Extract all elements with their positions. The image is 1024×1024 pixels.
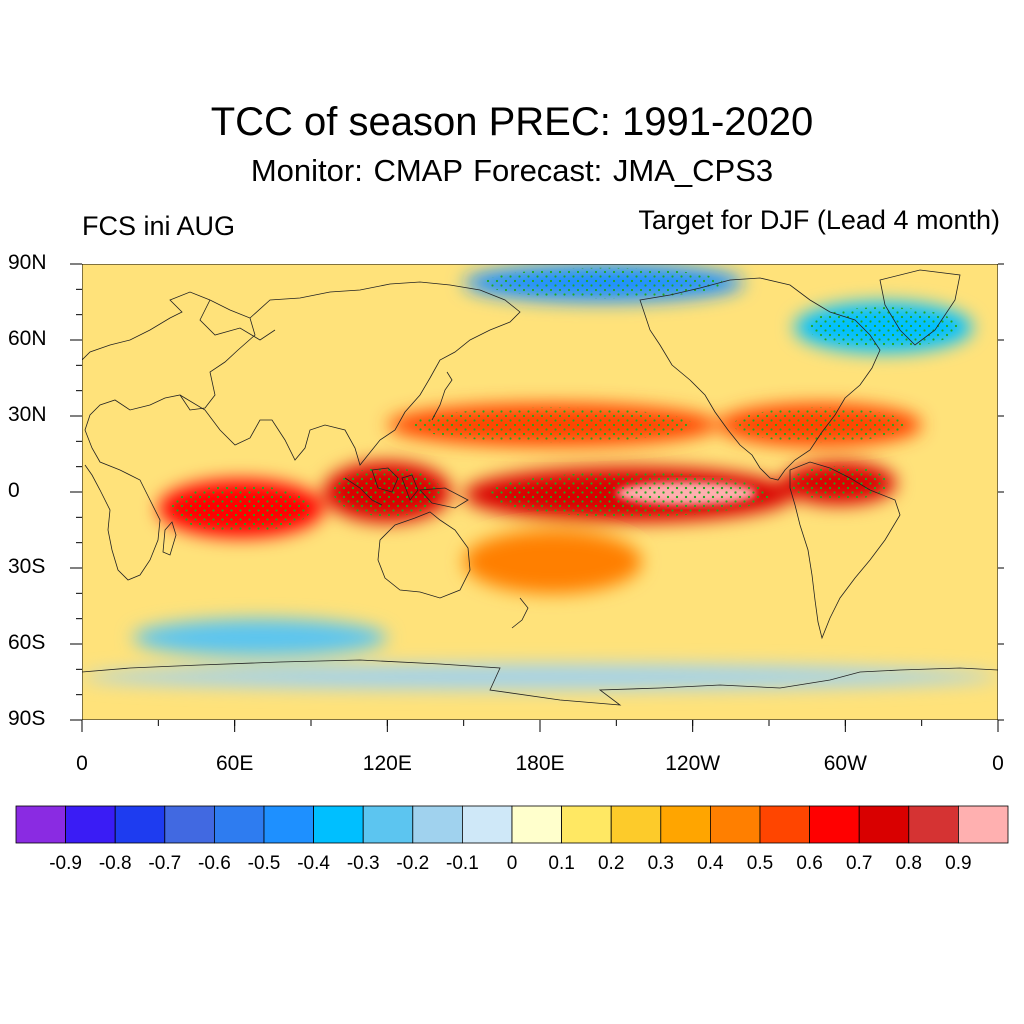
colorbar-label: 0.9: [945, 853, 972, 874]
tropical-america-stipple: [790, 465, 888, 501]
x-tick-label: 180E: [515, 752, 565, 775]
colorbar-label: -0.8: [98, 853, 132, 874]
colorbar-swatch: [561, 805, 612, 844]
colorbar-label: -0.3: [346, 853, 380, 874]
colorbar-swatch: [710, 805, 761, 844]
colorbar-label: -0.9: [49, 853, 82, 874]
central-pacific-peak-stipple: [626, 484, 746, 503]
colorbar-swatch: [759, 805, 810, 844]
colorbar-swatch: [858, 805, 910, 844]
colorbar-label: 0.2: [597, 853, 625, 874]
y-tick-label: 60N: [8, 327, 47, 350]
colorbar-label: 0.5: [746, 853, 774, 874]
colorbar-label: 0.1: [548, 853, 575, 874]
colorbar-label: 0.3: [647, 853, 675, 874]
maritime-continent-stipple: [333, 467, 442, 517]
y-tick-label: 90N: [8, 251, 47, 274]
colorbar-label: 0.6: [796, 853, 823, 874]
target-label: Target for DJF (Lead 4 month): [638, 205, 1000, 235]
figure-subtitle: Monitor: CMAP Forecast: JMA_CPS3: [250, 153, 774, 188]
north-pacific-band-stipple: [412, 407, 694, 443]
antarctic-negative: [82, 664, 998, 690]
colorbar-label: 0: [506, 853, 518, 874]
figure-title: TCC of season PREC: 1991-2020: [210, 100, 814, 144]
colorbar-swatch: [908, 805, 959, 844]
southern-ocean-negative: [132, 618, 388, 657]
colorbar-label: 0.8: [895, 853, 923, 874]
colorbar-swatch: [65, 805, 116, 844]
correlation-map: [82, 264, 998, 720]
colorbar-label: 0.7: [845, 853, 873, 874]
significance-stippling: [170, 267, 960, 532]
x-tick-label: 0: [992, 752, 1004, 775]
y-tick-label: 0: [8, 479, 20, 502]
colorbar: [15, 805, 1009, 844]
colorbar-swatch: [164, 805, 215, 844]
colorbar-label: -0.2: [396, 853, 430, 874]
colorbar-label: -0.6: [198, 853, 231, 874]
colorbar-label: -0.1: [446, 853, 479, 874]
colorbar-swatch: [114, 805, 166, 844]
colorbar-swatch: [15, 805, 66, 844]
colorbar-swatch: [213, 805, 265, 844]
x-tick-label: 0: [76, 752, 88, 775]
colorbar-label: -0.5: [247, 853, 281, 874]
y-tick-label: 90S: [8, 707, 46, 730]
y-tick-label: 30N: [8, 403, 47, 426]
arctic-negative-stipple: [484, 267, 723, 299]
colorbar-swatch: [660, 805, 711, 844]
colorbar-label: -0.4: [297, 853, 330, 874]
y-tick-label: 60S: [8, 631, 46, 654]
atlantic-band-stipple: [733, 407, 907, 443]
colorbar-label: -0.7: [148, 853, 182, 874]
x-tick-label: 120W: [665, 752, 721, 775]
colorbar-swatch: [362, 805, 414, 844]
indian-ocean-stipple: [170, 485, 312, 532]
colorbar-swatch: [313, 805, 364, 844]
colorbar-swatch: [958, 805, 1009, 844]
initialization-label: FCS ini AUG: [82, 211, 236, 241]
colorbar-swatch: [610, 805, 662, 844]
axis-ticks: [70, 263, 1004, 732]
colorbar-label: 0.4: [697, 853, 724, 874]
colorbar-swatch: [412, 805, 463, 844]
x-tick-label: 60E: [215, 752, 254, 775]
coastlines: [82, 269, 998, 706]
colorbar-swatch: [809, 805, 860, 844]
south-pacific-convergence: [463, 530, 642, 594]
x-tick-label: 120E: [362, 752, 412, 775]
x-tick-label: 60W: [823, 752, 867, 775]
y-tick-label: 30S: [8, 555, 46, 578]
colorbar-swatch: [461, 805, 513, 844]
colorbar-swatch: [263, 805, 314, 844]
colorbar-swatch: [511, 805, 562, 844]
